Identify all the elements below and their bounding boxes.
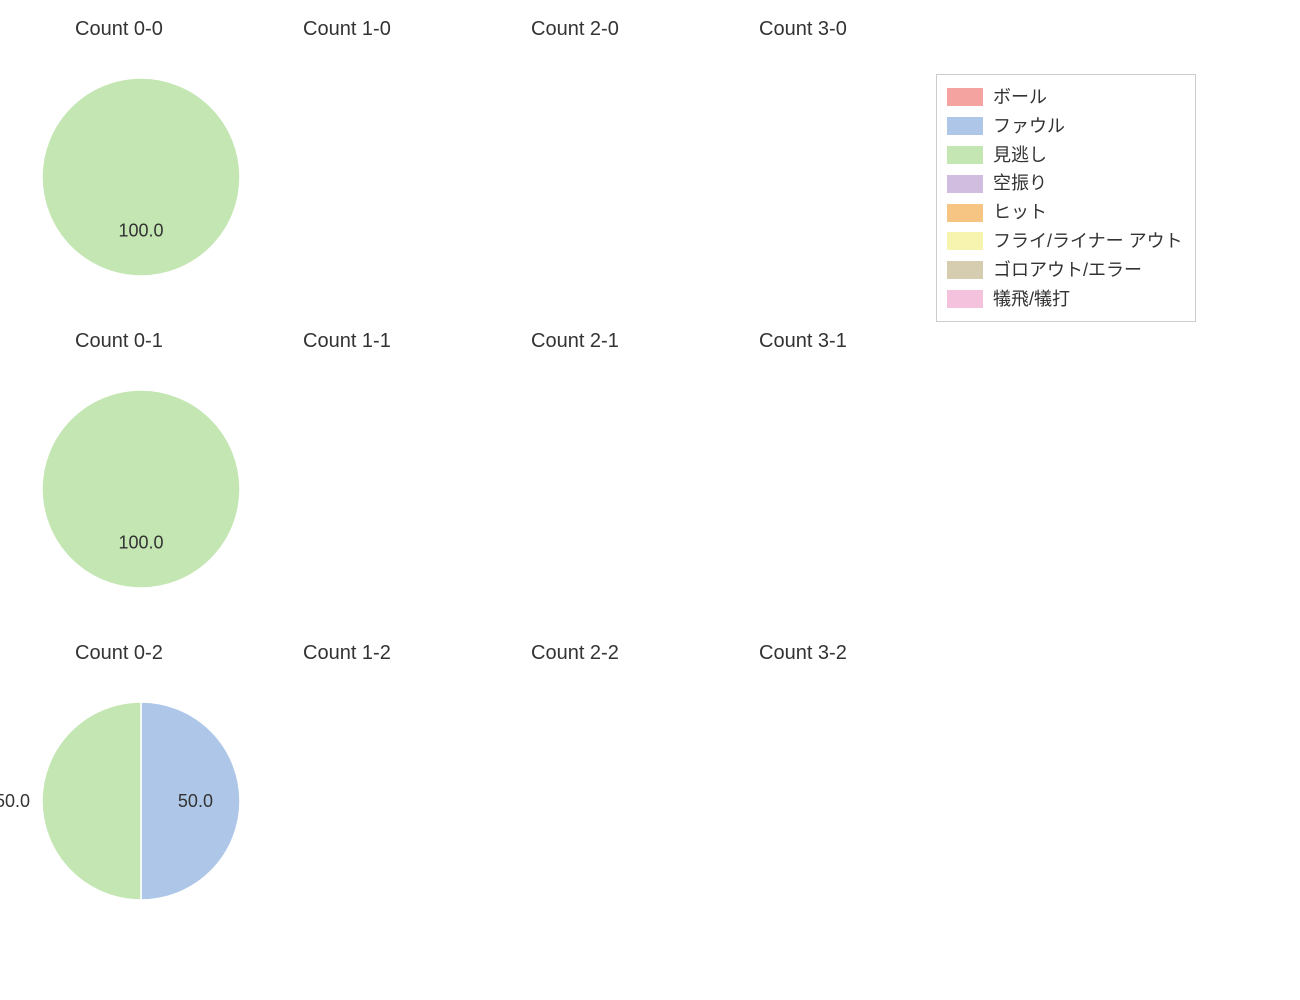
legend-label: ボール — [993, 83, 1047, 112]
panel-title: Count 0-2 — [75, 642, 163, 665]
legend-swatch — [947, 290, 983, 308]
slice-label: 100.0 — [118, 532, 163, 552]
panel-title: Count 1-1 — [303, 330, 391, 353]
legend-swatch — [947, 146, 983, 164]
panel-title: Count 0-1 — [75, 330, 163, 353]
panel-title: Count 3-0 — [759, 18, 847, 41]
legend-item-swing_miss: 空振り — [947, 169, 1183, 198]
pie-slice-called — [42, 390, 240, 588]
legend-item-fly_liner: フライ/ライナー アウト — [947, 227, 1183, 256]
pie-slice-called — [42, 78, 240, 276]
pie-chart: 100.0 — [0, 370, 320, 613]
pie-svg: 100.0 — [0, 58, 320, 296]
panel-title: Count 1-0 — [303, 18, 391, 41]
legend-label: ファウル — [993, 112, 1065, 141]
legend-item-foul: ファウル — [947, 112, 1183, 141]
panel-title: Count 2-2 — [531, 642, 619, 665]
legend-swatch — [947, 117, 983, 135]
slice-label: 50.0 — [0, 791, 30, 811]
legend-item-hit: ヒット — [947, 198, 1183, 227]
legend-swatch — [947, 204, 983, 222]
panel-title: Count 2-0 — [531, 18, 619, 41]
panel-title: Count 1-2 — [303, 642, 391, 665]
legend-item-sac: 犠飛/犠打 — [947, 285, 1183, 314]
legend-swatch — [947, 88, 983, 106]
legend-label: フライ/ライナー アウト — [993, 227, 1183, 256]
pie-svg: 50.0 50.0 — [0, 682, 320, 920]
chart-grid: Count 0-0 100.0 Count 1-0 Count 2-0 Count 3-… — [0, 0, 1300, 1000]
legend-item-ground_err: ゴロアウト/エラー — [947, 256, 1183, 285]
legend-item-called: 見逃し — [947, 141, 1183, 170]
legend-swatch — [947, 232, 983, 250]
legend-label: 犠飛/犠打 — [993, 285, 1070, 314]
legend: ボールファウル見逃し空振りヒットフライ/ライナー アウトゴロアウト/エラー犠飛/… — [936, 74, 1196, 322]
legend-label: ヒット — [993, 198, 1047, 227]
pie-slice-called — [42, 702, 141, 900]
legend-swatch — [947, 175, 983, 193]
legend-swatch — [947, 261, 983, 279]
pie-chart: 100.0 — [0, 58, 320, 301]
panel-title: Count 3-1 — [759, 330, 847, 353]
panel-title: Count 2-1 — [531, 330, 619, 353]
legend-label: ゴロアウト/エラー — [993, 256, 1142, 285]
legend-item-ball: ボール — [947, 83, 1183, 112]
pie-svg: 100.0 — [0, 370, 320, 608]
panel-title: Count 0-0 — [75, 18, 163, 41]
legend-label: 空振り — [993, 169, 1047, 198]
panel-title: Count 3-2 — [759, 642, 847, 665]
slice-label: 100.0 — [118, 220, 163, 240]
slice-label: 50.0 — [178, 791, 213, 811]
legend-label: 見逃し — [993, 141, 1047, 170]
pie-chart: 50.0 50.0 — [0, 682, 320, 925]
